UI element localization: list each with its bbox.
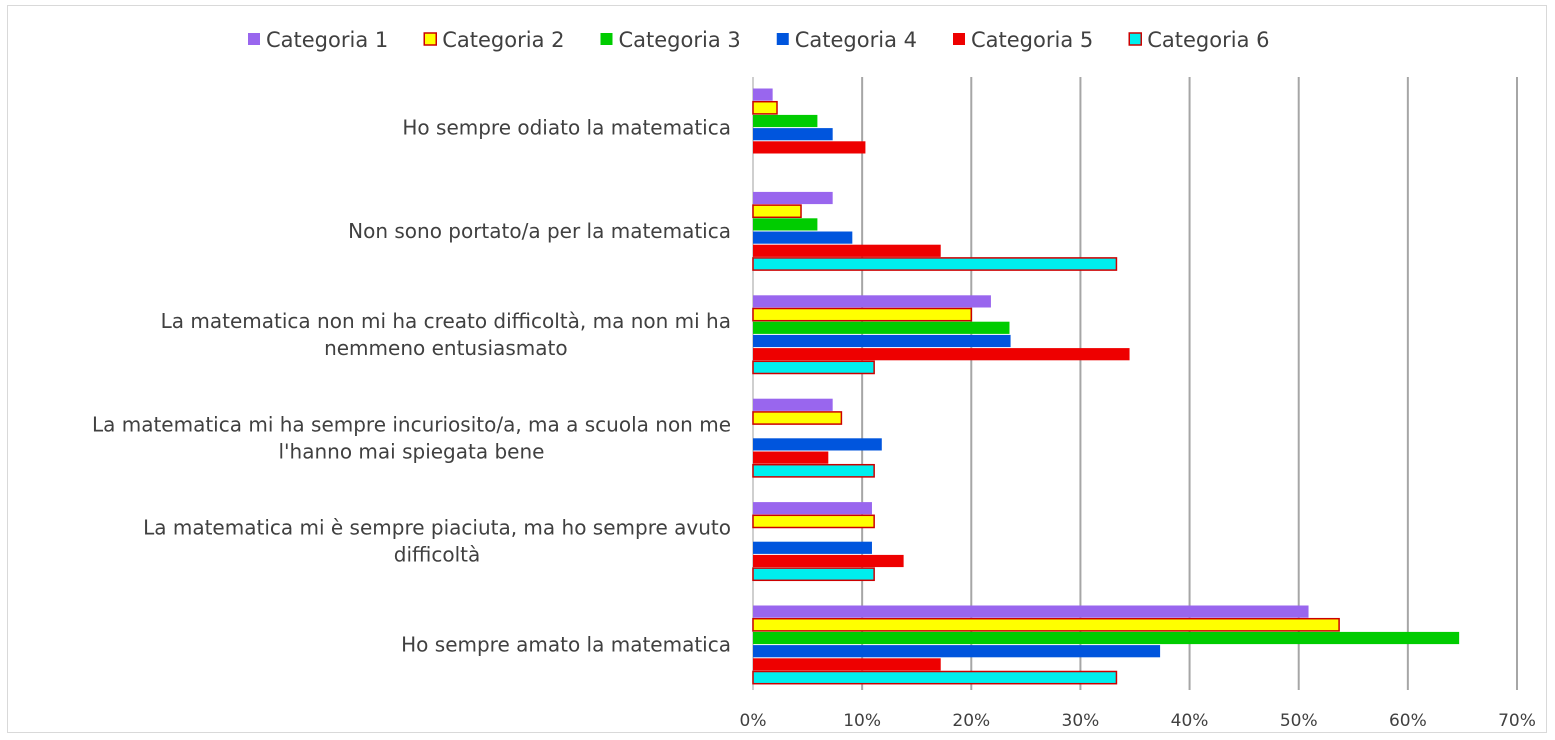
legend-label: Categoria 3 <box>619 28 741 52</box>
x-tick-label: 70% <box>1498 711 1536 731</box>
bar <box>752 204 802 219</box>
legend-swatch <box>248 33 260 45</box>
bar <box>752 617 1340 632</box>
bar <box>752 411 843 425</box>
bar <box>753 321 1010 334</box>
bars <box>752 88 1460 685</box>
x-tick-label: 50% <box>1280 711 1318 731</box>
bar <box>752 307 973 322</box>
bar <box>752 100 778 115</box>
category-label: l'hanno mai spiegata bene <box>279 439 545 463</box>
category-label: Non sono portato/a per la matematica <box>348 219 731 243</box>
x-tick-label: 20% <box>952 711 990 731</box>
bar <box>753 295 991 308</box>
legend-swatch <box>776 33 789 45</box>
legend: Categoria 1 Categoria 2 Categoria 3 Categor… <box>248 28 1270 52</box>
bar <box>752 257 1118 271</box>
legend-label: Categoria 1 <box>266 28 388 52</box>
bar <box>753 141 866 154</box>
legend-swatch <box>600 33 613 45</box>
bar <box>753 438 882 451</box>
x-tick-label: 40% <box>1171 711 1209 731</box>
legend-swatch <box>423 32 437 46</box>
category-labels: Ho sempre odiato la matematica Non sono p… <box>92 116 731 657</box>
bar <box>753 554 904 568</box>
category-label: La matematica mi è sempre piaciuta, ma h… <box>143 516 731 540</box>
bar <box>753 88 773 101</box>
bar <box>752 463 875 478</box>
x-tick-label: 10% <box>843 711 881 731</box>
legend-swatch <box>1128 32 1142 46</box>
bar <box>753 541 872 554</box>
bar <box>753 398 833 411</box>
bar <box>753 348 1130 361</box>
legend-swatch <box>953 33 965 45</box>
bar <box>753 218 818 231</box>
bar <box>753 334 1011 348</box>
legend-label: Categoria 6 <box>1147 28 1269 52</box>
x-tick-label: 60% <box>1389 711 1427 731</box>
bar <box>753 502 872 515</box>
bar <box>752 360 875 375</box>
bar <box>752 670 1118 685</box>
legend-label: Categoria 2 <box>442 28 564 52</box>
category-label: La matematica non mi ha creato difficolt… <box>161 309 731 333</box>
bar <box>753 645 1161 658</box>
bar <box>753 605 1309 618</box>
bar <box>752 514 875 529</box>
gridlines <box>752 77 1518 690</box>
legend-label: Categoria 4 <box>795 28 917 52</box>
bar <box>752 567 875 582</box>
x-tick-label: 30% <box>1062 711 1100 731</box>
bar <box>753 244 941 257</box>
category-label: Ho sempre amato la matematica <box>401 633 731 657</box>
category-label: difficoltà <box>394 543 480 567</box>
bar <box>753 631 1460 645</box>
legend-label: Categoria 5 <box>971 28 1093 52</box>
category-label: La matematica mi ha sempre incuriosito/a… <box>92 412 731 436</box>
bar <box>753 451 829 464</box>
x-tick-label: 0% <box>740 711 767 731</box>
bar <box>753 191 833 205</box>
bar <box>753 231 853 244</box>
bar <box>753 114 818 128</box>
category-label: nemmeno entusiasmato <box>324 336 568 360</box>
bar <box>753 128 833 141</box>
x-tick-labels: 0% 10% 20% 30% 40% 50% 60% 70% <box>740 711 1536 731</box>
category-label: Ho sempre odiato la matematica <box>402 116 731 140</box>
bar <box>753 658 941 671</box>
